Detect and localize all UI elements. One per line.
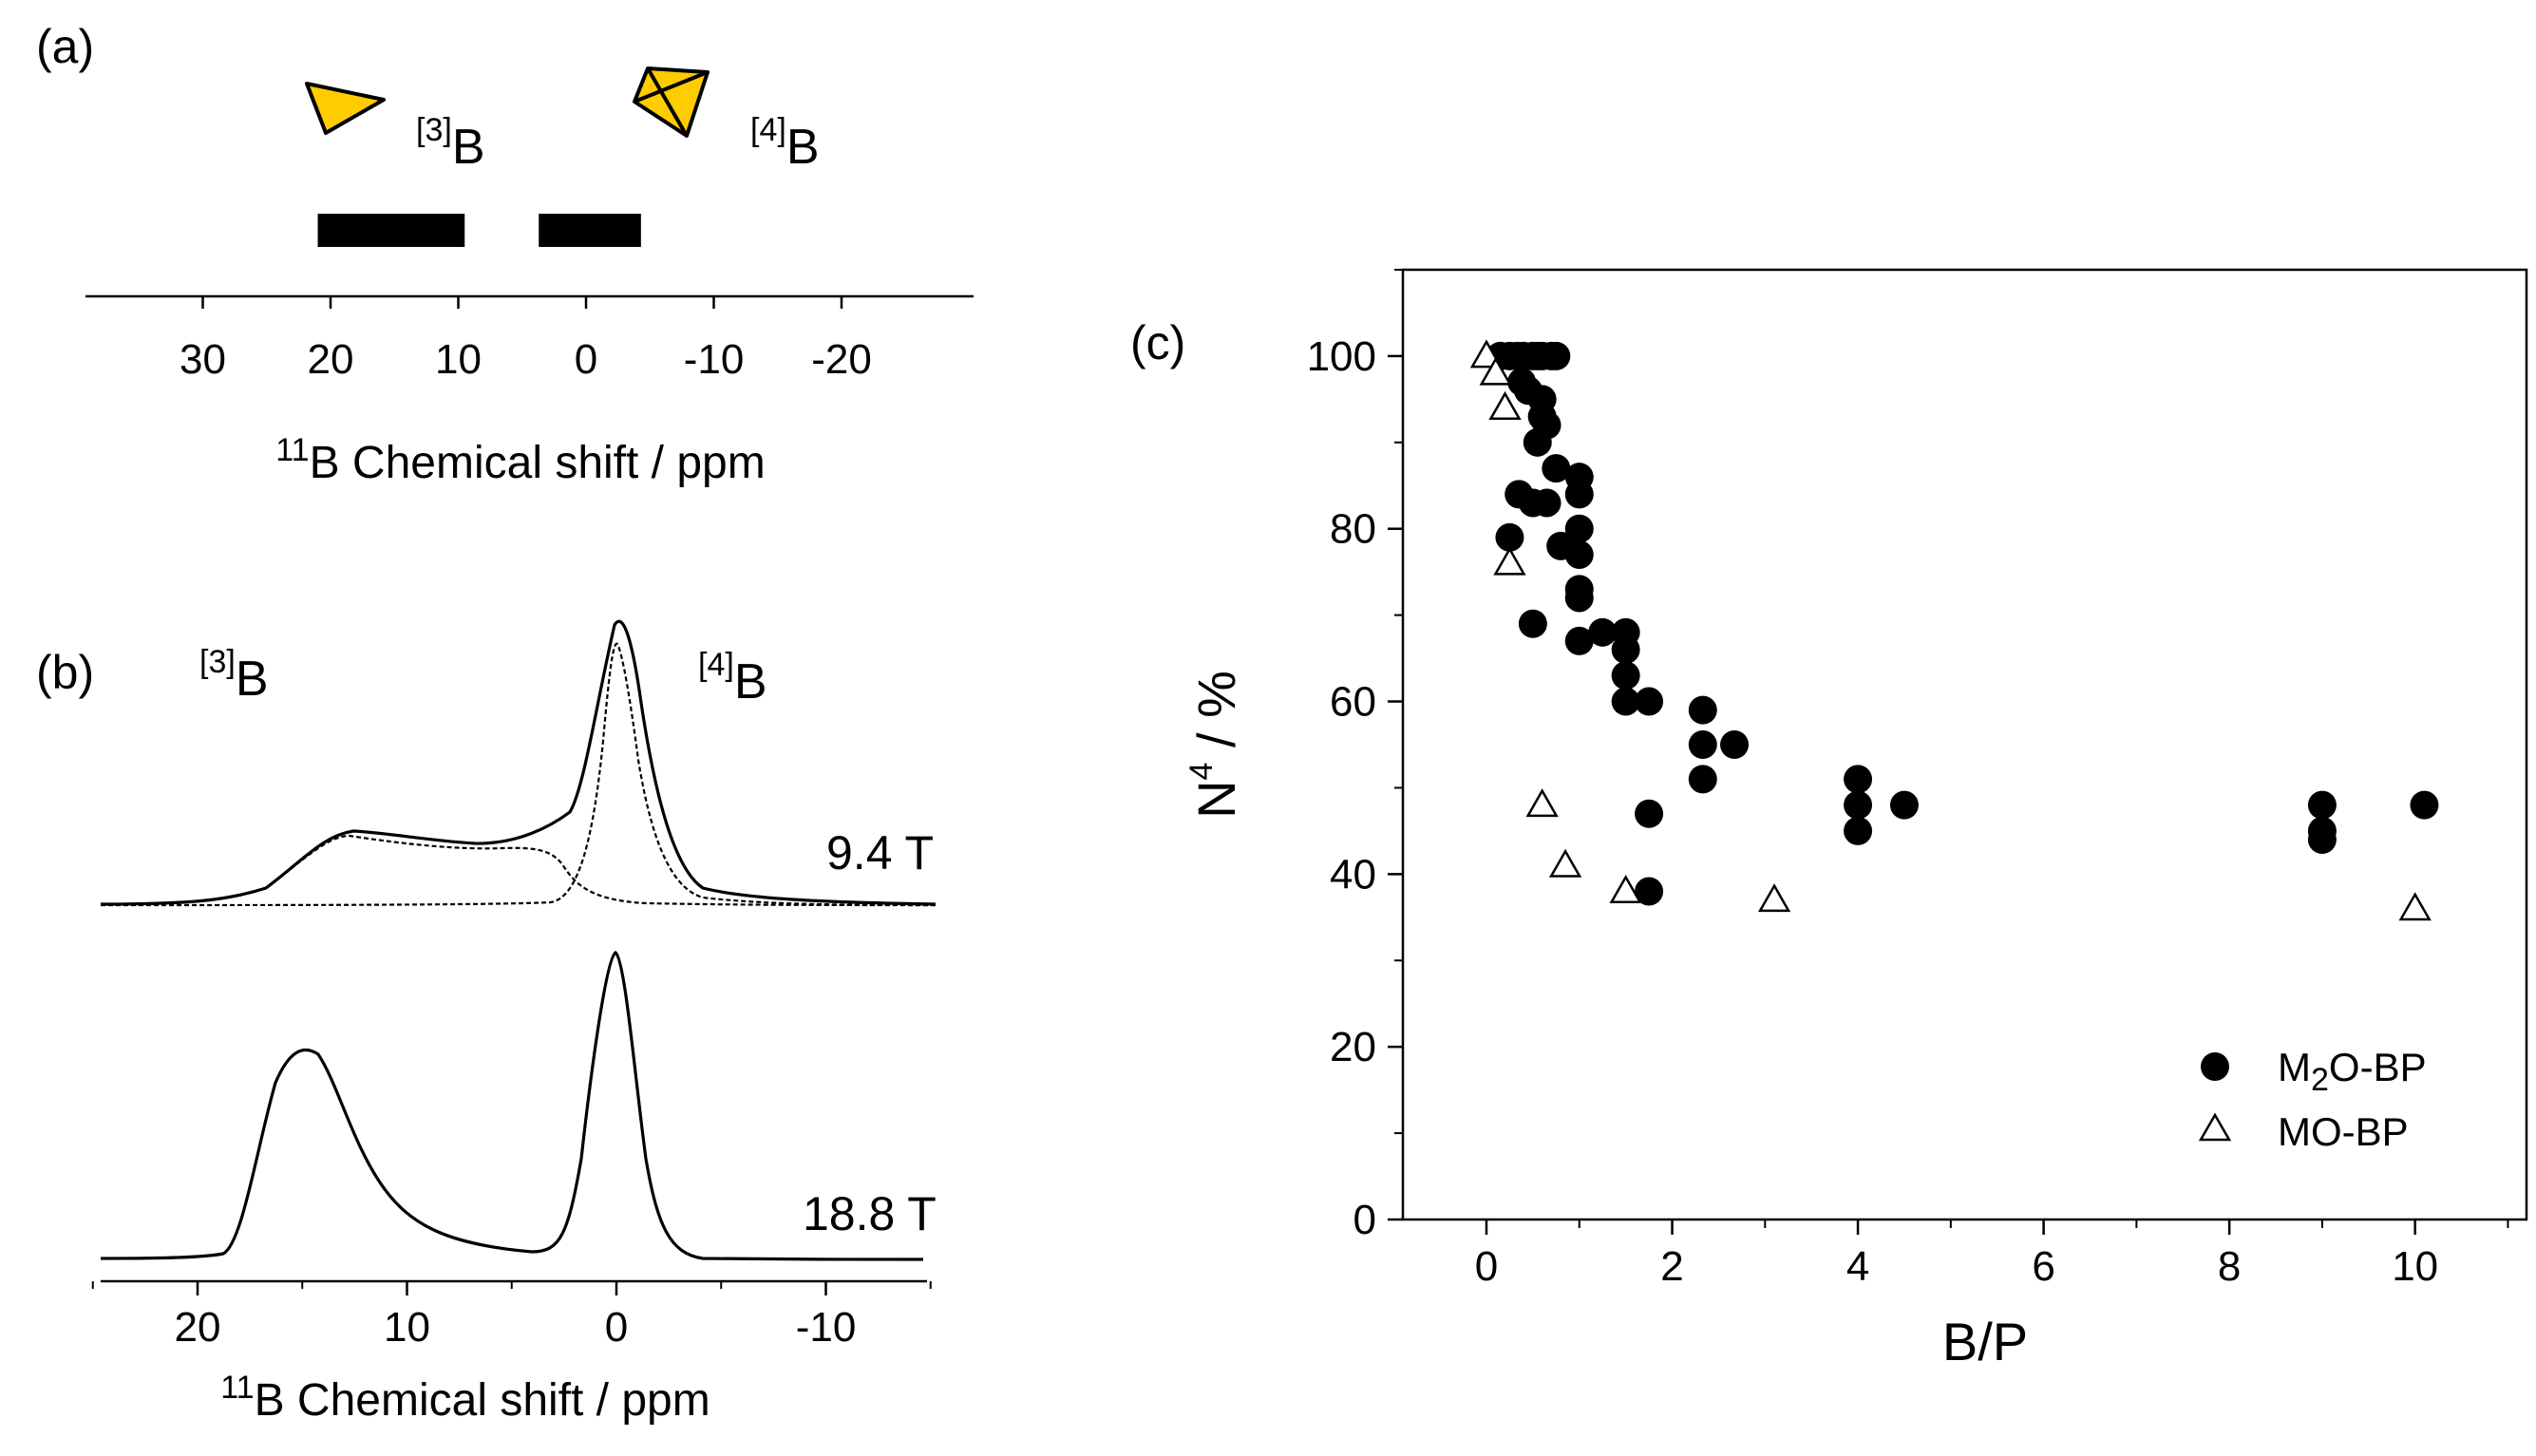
point-m2o-bp [1564, 583, 1594, 613]
y-tick-label: 60 [1330, 679, 1376, 726]
point-m2o-bp [1611, 635, 1640, 664]
plot-frame [1401, 268, 2528, 1221]
point-m2o-bp [1611, 687, 1640, 716]
point-m2o-bp [1844, 816, 1873, 845]
species-4b-spectrum-label: [4]B [698, 647, 767, 709]
point-m2o-bp [1720, 730, 1750, 759]
point-m2o-bp [1542, 341, 1571, 370]
point-m2o-bp [1542, 454, 1571, 483]
legend-label-m2o-bp: M2O-BP [2278, 1045, 2427, 1098]
point-mo-bp [1493, 546, 1526, 576]
trigonal-boron-icon [305, 82, 386, 135]
panel-b-tick-label: 20 [175, 1304, 221, 1351]
point-mo-bp [1479, 356, 1512, 386]
point-m2o-bp [1588, 617, 1618, 647]
x-tick-label: 0 [1475, 1243, 1498, 1290]
point-mo-bp [1488, 390, 1522, 420]
species-3b-label: [3]B [416, 112, 485, 175]
y-tick-label: 40 [1330, 851, 1376, 898]
field-label-9-4t: 9.4 T [826, 826, 934, 879]
panel-b: (b) [3]B [4]B 9.4 T 18.8 T 20 10 0 -10 11B … [36, 619, 937, 1426]
point-m2o-bp [2307, 790, 2337, 820]
legend: M2O-BP MO-BP [2198, 1045, 2427, 1154]
point-mo-bp [2398, 892, 2432, 921]
field-label-18-8t: 18.8 T [803, 1187, 937, 1240]
point-m2o-bp [1523, 427, 1552, 457]
panel-a-tick-label: 30 [180, 336, 226, 383]
panel-b-label: (b) [36, 646, 94, 699]
point-m2o-bp [1635, 799, 1664, 828]
point-mo-bp [1609, 875, 1642, 904]
panel-a: (a) [3]B [4]B 30 20 10 0 -10 -20 11B Chemical… [36, 20, 974, 488]
shift-range-bar-3b [317, 214, 465, 247]
legend-label-mo-bp: MO-BP [2278, 1109, 2409, 1154]
panel-b-tick-label: -10 [796, 1304, 857, 1351]
panel-a-tick-label: -20 [811, 336, 872, 383]
point-m2o-bp [1844, 790, 1873, 820]
y-axis-title: N4 / % [1183, 671, 1246, 819]
y-tick-label: 100 [1307, 333, 1376, 380]
x-tick-label: 2 [1660, 1243, 1683, 1290]
point-m2o-bp [2410, 790, 2439, 820]
point-m2o-bp [1688, 695, 1717, 725]
point-m2o-bp [1889, 790, 1919, 820]
point-m2o-bp [1564, 540, 1594, 569]
x-axis-title: B/P [1942, 1312, 2028, 1371]
spectrum-18-8t [100, 951, 924, 1261]
tetrahedral-boron-icon [633, 66, 710, 138]
x-tick-label: 10 [2392, 1243, 2438, 1290]
panel-a-tick-label: 0 [575, 336, 597, 383]
panel-a-axis-title: 11B Chemical shift / ppm [275, 432, 765, 488]
panel-b-tick-label: 10 [384, 1304, 430, 1351]
x-tick-label: 6 [2032, 1243, 2054, 1290]
point-m2o-bp [1688, 730, 1717, 759]
point-m2o-bp [1564, 480, 1594, 509]
point-mo-bp [1757, 883, 1791, 913]
point-m2o-bp [1635, 687, 1664, 716]
species-4b-label: [4]B [750, 112, 820, 175]
point-m2o-bp [1611, 661, 1640, 690]
species-3b-spectrum-label: [3]B [199, 644, 269, 707]
point-m2o-bp [1564, 514, 1594, 543]
point-m2o-bp [1532, 488, 1561, 518]
point-m2o-bp [1564, 626, 1594, 655]
spectrum-9-4t-fit-4b [100, 642, 937, 907]
point-mo-bp [1525, 788, 1559, 818]
point-m2o-bp [1635, 877, 1664, 906]
panel-b-axis-title: 11B Chemical shift / ppm [220, 1370, 710, 1426]
point-mo-bp [1548, 848, 1582, 878]
panel-c-label: (c) [1130, 316, 1185, 369]
legend-marker-mo-bp [2198, 1112, 2232, 1142]
point-m2o-bp [1495, 522, 1524, 552]
panel-a-label: (a) [36, 20, 94, 73]
legend-marker-m2o-bp [2201, 1052, 2229, 1081]
panel-a-tick-label: 20 [308, 336, 354, 383]
point-m2o-bp [1844, 765, 1873, 794]
point-m2o-bp [1688, 765, 1717, 794]
shift-range-bar-4b [539, 214, 641, 247]
panel-a-tick-label: 10 [435, 336, 482, 383]
x-tick-label: 8 [2218, 1243, 2241, 1290]
y-tick-label: 20 [1330, 1024, 1376, 1070]
y-tick-label: 0 [1353, 1197, 1376, 1243]
y-tick-label: 80 [1330, 506, 1376, 553]
point-m2o-bp [2307, 825, 2337, 854]
x-tick-label: 4 [1846, 1243, 1869, 1290]
point-m2o-bp [1518, 609, 1547, 638]
panel-b-tick-label: 0 [605, 1304, 628, 1351]
panel-a-tick-label: -10 [684, 336, 745, 383]
spectrum-9-4t-fit-3b [100, 834, 937, 907]
